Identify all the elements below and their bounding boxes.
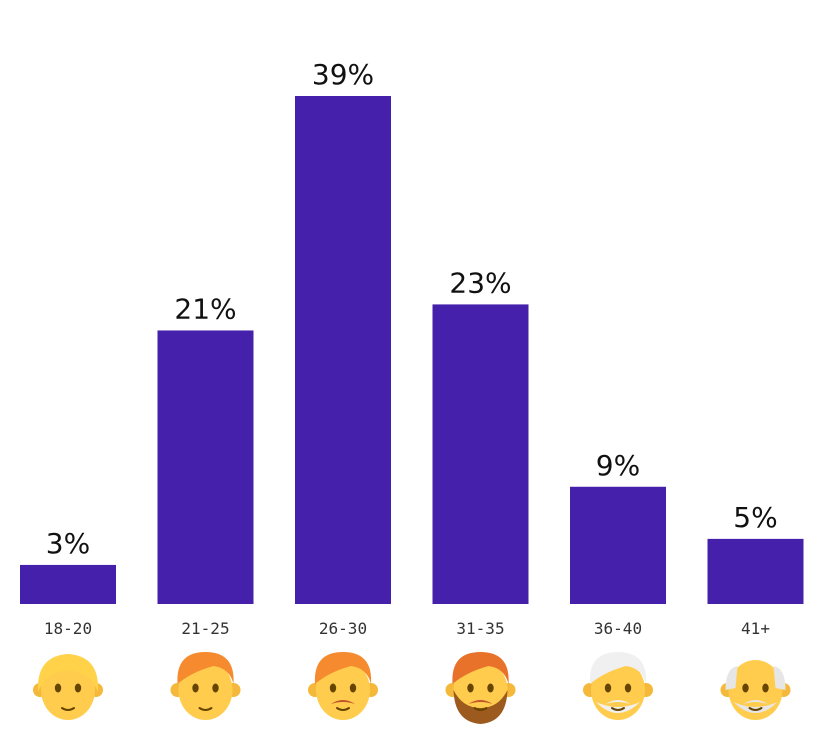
value-label: 3%: [46, 527, 90, 560]
category-label: 26-30: [319, 619, 367, 638]
bar-36-40: [570, 486, 666, 604]
bar-41+: [707, 538, 804, 604]
bar-31-35: [432, 304, 529, 604]
category-labels: 18-20 21-25 26-30 31-35 36-40 41+: [44, 619, 770, 638]
value-labels: 3% 21% 39% 23% 9% 5%: [46, 58, 778, 560]
value-label: 39%: [312, 58, 374, 91]
older-man-face-icon: [583, 652, 653, 720]
bar-26-30: [295, 96, 391, 604]
young-man-face-icon: [170, 652, 241, 720]
child-face-icon: [33, 654, 103, 720]
category-label: 21-25: [181, 619, 229, 638]
bearded-man-face-icon: [445, 652, 516, 724]
bars: [20, 96, 804, 604]
value-label: 21%: [174, 292, 236, 325]
bar-18-20: [20, 564, 116, 604]
category-label: 31-35: [456, 619, 504, 638]
category-label: 18-20: [44, 619, 92, 638]
category-label: 41+: [741, 619, 770, 638]
man-mustache-face-icon: [308, 652, 378, 720]
bar-21-25: [157, 330, 254, 604]
age-icons: [33, 652, 791, 724]
old-man-face-icon: [720, 660, 791, 720]
category-label: 36-40: [594, 619, 642, 638]
value-label: 9%: [596, 449, 640, 482]
value-label: 5%: [733, 501, 777, 534]
value-label: 23%: [449, 266, 511, 299]
